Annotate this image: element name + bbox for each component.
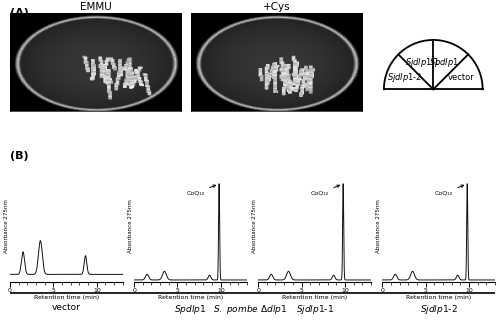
Text: $\it{Sjdlp1}$-2: $\it{Sjdlp1}$-2: [420, 303, 458, 316]
Y-axis label: Absorbance 275nm: Absorbance 275nm: [4, 199, 8, 253]
X-axis label: Retention time (min): Retention time (min): [158, 295, 223, 299]
Text: $\it{Spdlp1}$: $\it{Spdlp1}$: [174, 303, 206, 316]
Text: CoQ₁₀: CoQ₁₀: [186, 185, 216, 196]
Text: vector: vector: [52, 303, 81, 312]
Y-axis label: Absorbance 275nm: Absorbance 275nm: [252, 199, 257, 253]
Text: $\it{Sjdlp1}$-2: $\it{Sjdlp1}$-2: [388, 71, 422, 84]
Y-axis label: Absorbance 275nm: Absorbance 275nm: [128, 199, 132, 253]
Text: CoQ₁₀: CoQ₁₀: [434, 185, 464, 196]
Text: (A): (A): [10, 8, 29, 18]
Title: +Cys: +Cys: [262, 2, 290, 12]
X-axis label: Retention time (min): Retention time (min): [406, 295, 471, 299]
Text: CoQ₁₀: CoQ₁₀: [310, 185, 340, 196]
Text: $\it{Sjdlp1}$-1: $\it{Sjdlp1}$-1: [296, 303, 334, 316]
Text: $\it{Spdlp1}$: $\it{Spdlp1}$: [429, 56, 460, 69]
Title: EMMU: EMMU: [80, 2, 112, 12]
Text: $\it{Sjdlp1}$-1: $\it{Sjdlp1}$-1: [404, 56, 440, 69]
Text: (B): (B): [10, 151, 29, 161]
Text: vector: vector: [448, 73, 475, 82]
Text: $S.\ pombe\ \Delta dlp1$: $S.\ pombe\ \Delta dlp1$: [213, 303, 287, 316]
X-axis label: Retention time (min): Retention time (min): [34, 295, 99, 299]
X-axis label: Retention time (min): Retention time (min): [282, 295, 347, 299]
Y-axis label: Absorbance 275nm: Absorbance 275nm: [376, 199, 381, 253]
